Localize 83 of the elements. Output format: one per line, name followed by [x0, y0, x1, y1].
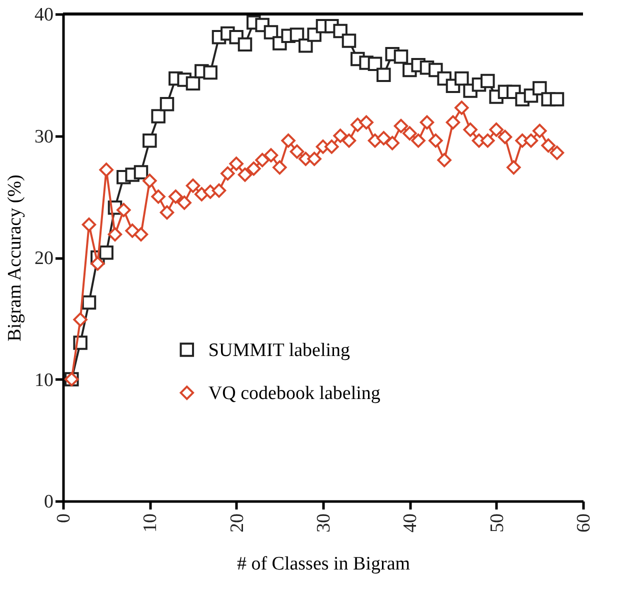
legend-label: VQ codebook labeling — [208, 382, 381, 404]
point — [480, 74, 495, 88]
point — [394, 49, 408, 64]
x-tick-label: 20 — [226, 514, 248, 532]
point — [264, 148, 278, 162]
point — [238, 168, 252, 182]
point — [359, 115, 374, 130]
x-tick-label: 30 — [314, 514, 334, 532]
point — [550, 146, 564, 160]
point — [142, 133, 157, 148]
point — [411, 133, 426, 148]
point — [82, 295, 96, 310]
point — [116, 202, 131, 218]
point — [437, 152, 452, 168]
point — [307, 152, 322, 166]
point — [446, 115, 460, 130]
y-tick-label: 30 — [34, 126, 54, 148]
point — [134, 165, 148, 180]
point — [298, 38, 313, 53]
y-tick-label: 10 — [34, 370, 54, 391]
point — [498, 130, 512, 144]
point — [108, 227, 122, 242]
point — [489, 122, 504, 137]
point — [160, 96, 174, 112]
point — [394, 118, 408, 134]
point — [238, 37, 252, 52]
point — [532, 124, 547, 138]
point — [342, 34, 356, 48]
point — [142, 174, 157, 188]
point — [99, 246, 114, 260]
point — [454, 71, 469, 86]
point — [541, 138, 556, 153]
x-tick-label: 40 — [400, 514, 422, 532]
point — [151, 190, 166, 204]
point — [290, 144, 304, 159]
point — [212, 183, 226, 198]
point — [428, 133, 443, 148]
x-tick-label: 10 — [140, 514, 162, 532]
x-axis-title: # of Classes in Bigram — [236, 554, 410, 574]
point — [264, 25, 278, 40]
point — [463, 122, 478, 137]
point — [368, 56, 382, 72]
point — [550, 92, 564, 106]
point — [82, 218, 96, 232]
point — [186, 178, 200, 193]
point — [506, 160, 521, 175]
x-tick-label: 0 — [54, 514, 74, 523]
point — [524, 133, 538, 148]
y-tick-label: 20 — [34, 248, 54, 269]
point — [333, 128, 348, 143]
point — [229, 156, 244, 171]
point — [324, 140, 339, 154]
point — [376, 68, 391, 82]
point — [281, 133, 296, 148]
point — [532, 81, 547, 96]
point — [160, 205, 174, 220]
point — [177, 196, 192, 210]
point — [272, 160, 287, 175]
point — [342, 133, 356, 148]
point — [220, 166, 235, 181]
point — [90, 256, 105, 271]
point — [376, 131, 391, 146]
point — [168, 190, 183, 204]
point — [151, 109, 166, 124]
point — [480, 133, 495, 148]
point — [134, 227, 148, 242]
y-tick-label: 40 — [34, 4, 54, 26]
x-tick-label: 50 — [486, 514, 508, 532]
point — [290, 28, 304, 42]
point — [203, 65, 218, 80]
point — [99, 162, 114, 177]
y-tick-label: 0 — [44, 492, 54, 512]
point — [255, 152, 270, 168]
legend-label: SUMMIT labeling — [208, 340, 351, 361]
point — [402, 126, 417, 140]
y-axis-title: Bigram Accuracy (%) — [4, 174, 26, 342]
point — [246, 162, 261, 176]
point — [420, 115, 434, 130]
point — [186, 76, 200, 91]
point — [454, 100, 469, 115]
x-tick-label: 60 — [574, 514, 594, 532]
point — [73, 312, 88, 327]
point — [385, 136, 400, 150]
